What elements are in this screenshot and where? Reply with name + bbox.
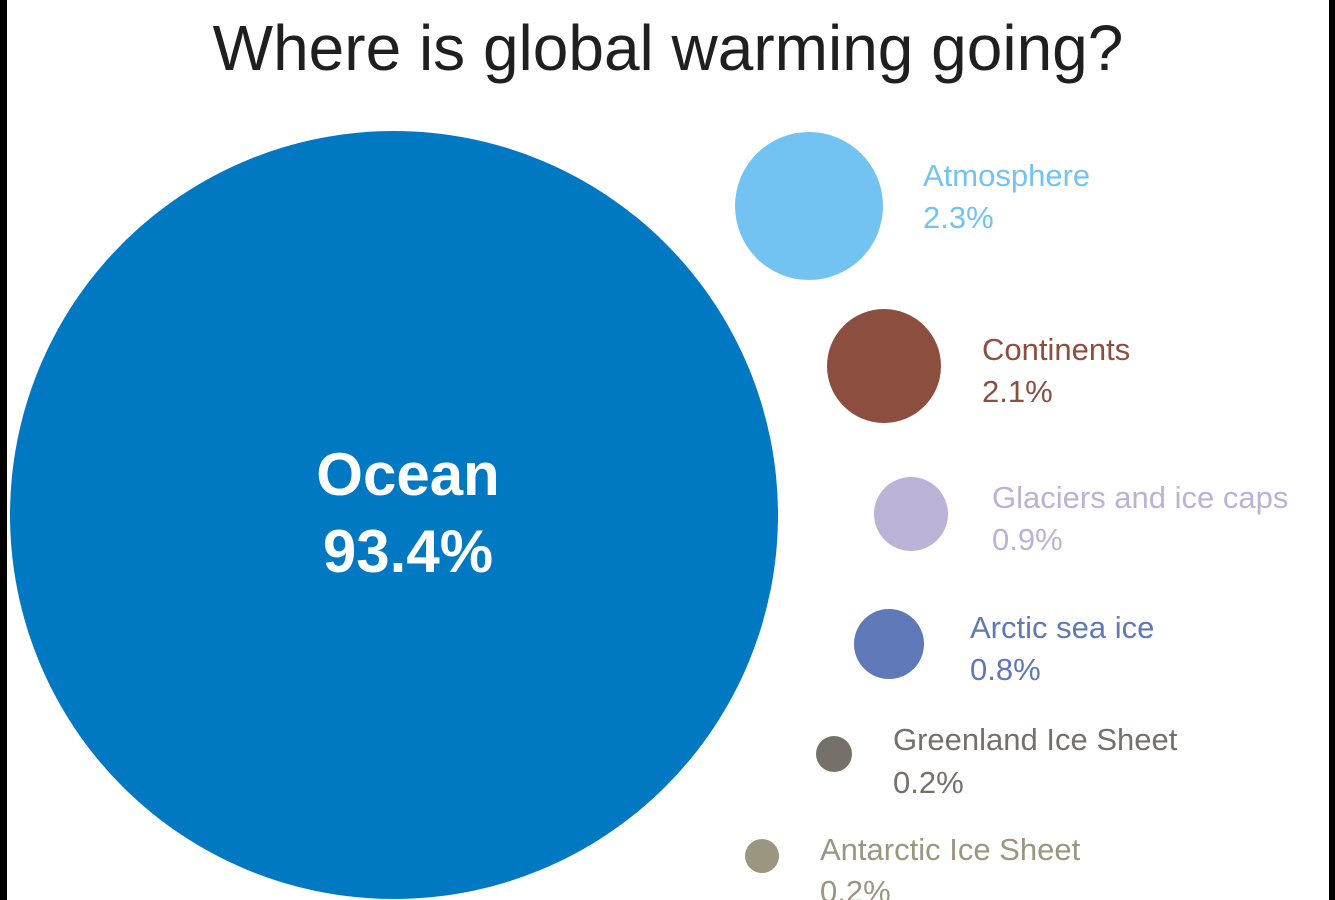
bubble-label-continents: Continents xyxy=(982,332,1130,367)
bubble-glaciers-and-ice-caps xyxy=(874,477,948,551)
bubble-label-glaciers-and-ice-caps: Glaciers and ice caps xyxy=(992,480,1288,515)
bubble-value-continents: 2.1% xyxy=(982,374,1053,409)
bubble-greenland-ice-sheet xyxy=(816,736,852,772)
bubble-antarctic-ice-sheet xyxy=(745,839,779,873)
bubble-value-antarctic-ice-sheet: 0.2% xyxy=(820,874,891,900)
bubble-value-glaciers-and-ice-caps: 0.9% xyxy=(992,522,1063,557)
bubble-value-atmosphere: 2.3% xyxy=(923,200,994,235)
bubble-label-greenland-ice-sheet: Greenland Ice Sheet xyxy=(893,722,1178,757)
bubble-value-ocean: 93.4% xyxy=(323,518,493,585)
bubble-ocean xyxy=(10,131,778,899)
bubble-value-greenland-ice-sheet: 0.2% xyxy=(893,765,964,800)
bubble-arctic-sea-ice xyxy=(854,609,924,679)
bubbles-group: Ocean 93.4% Atmosphere 2.3% Continents 2.1% Gl… xyxy=(10,131,1288,900)
bubble-label-antarctic-ice-sheet: Antarctic Ice Sheet xyxy=(820,832,1081,867)
chart-title: Where is global warming going? xyxy=(213,12,1124,84)
bubble-label-arctic-sea-ice: Arctic sea ice xyxy=(970,610,1154,645)
bubble-label-ocean: Ocean xyxy=(316,441,499,508)
bubble-value-arctic-sea-ice: 0.8% xyxy=(970,652,1041,687)
bubble-atmosphere xyxy=(735,132,883,280)
bubble-label-atmosphere: Atmosphere xyxy=(923,158,1090,193)
bubble-continents xyxy=(827,309,941,423)
